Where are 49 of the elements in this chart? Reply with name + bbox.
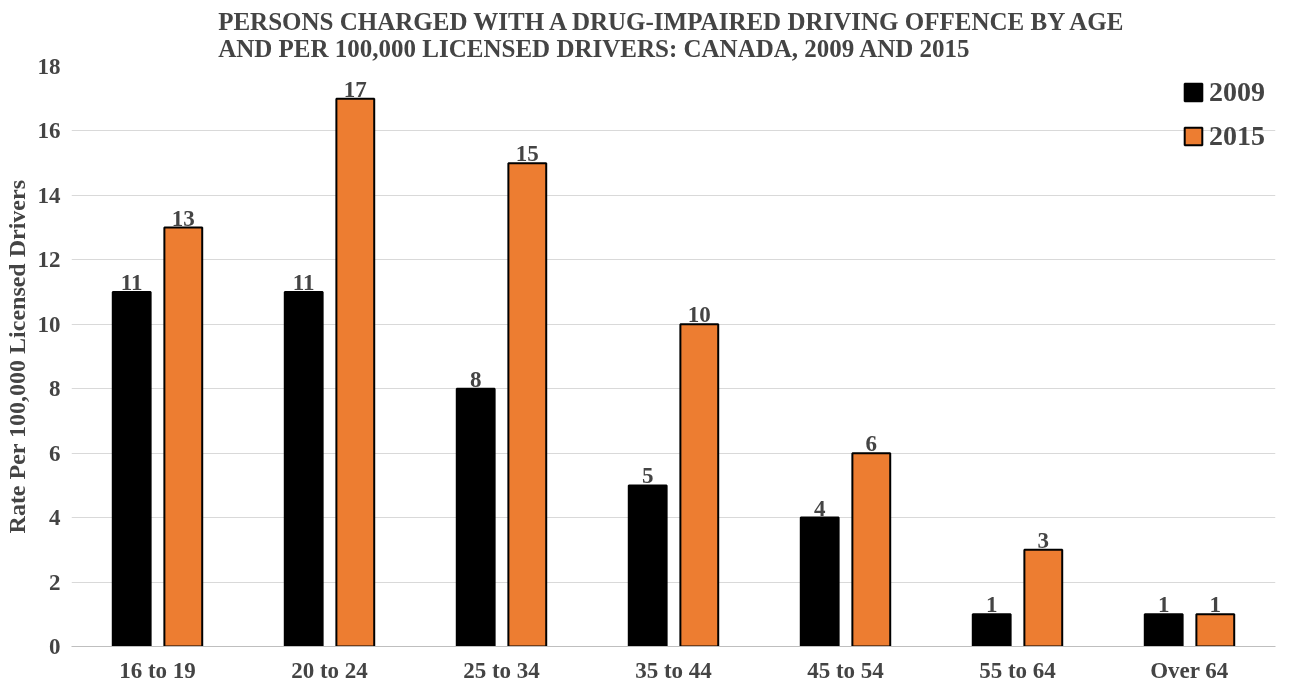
- bar: [679, 323, 720, 647]
- y-tick-label: 16: [37, 118, 61, 144]
- data-label: 11: [120, 270, 143, 296]
- bar: [1023, 548, 1064, 647]
- data-label: 11: [292, 270, 315, 296]
- data-label: 5: [641, 463, 654, 489]
- x-tick-label: 16 to 19: [119, 657, 196, 683]
- data-label: 10: [687, 302, 711, 328]
- bar: [851, 452, 892, 647]
- bar: [627, 484, 668, 647]
- x-tick-label: 55 to 64: [979, 657, 1057, 683]
- data-label: 3: [1037, 527, 1050, 553]
- y-tick-label: 10: [37, 311, 61, 337]
- data-label: 1: [1157, 592, 1170, 618]
- y-tick-label: 8: [49, 376, 61, 402]
- legend-label: 2009: [1209, 76, 1265, 108]
- bar: [971, 613, 1012, 647]
- bar: [163, 226, 204, 647]
- y-axis-title: Rate Per 100,000 Licensed Drivers: [3, 179, 30, 534]
- bar: [1195, 613, 1236, 647]
- data-label: 15: [515, 141, 539, 167]
- bar: [283, 291, 324, 647]
- data-label: 17: [343, 76, 367, 102]
- y-tick-label: 14: [37, 182, 61, 208]
- bar: [455, 387, 496, 647]
- y-tick-label: 2: [49, 569, 61, 595]
- data-label: 1: [985, 592, 998, 618]
- y-tick-label: 12: [37, 247, 61, 273]
- data-label: 4: [813, 495, 826, 521]
- x-tick-label: Over 64: [1150, 657, 1229, 683]
- data-label: 6: [865, 431, 878, 457]
- bar: [335, 97, 376, 647]
- x-tick-label: 35 to 44: [635, 657, 713, 683]
- bar: [1143, 613, 1184, 647]
- data-label: 13: [171, 205, 195, 231]
- x-tick-label: 25 to 34: [463, 657, 541, 683]
- chart-title: PERSONS CHARGED WITH A DRUG-IMPAIRED DRIVING OFFENCE BY AGE AND PER 100,000 LICENSED DRIVERS: CANADA, 2009 AND 2015: [218, 7, 1124, 62]
- x-tick-label: 45 to 54: [807, 657, 885, 683]
- x-tick-label: 20 to 24: [291, 657, 369, 683]
- bar: [799, 516, 840, 647]
- y-tick-label: 6: [49, 440, 61, 466]
- bar: [111, 291, 152, 647]
- legend-label: 2015: [1209, 120, 1265, 152]
- y-tick-label: 0: [49, 634, 61, 659]
- data-label: 8: [469, 366, 482, 392]
- y-tick-label: 4: [49, 505, 61, 531]
- y-tick-label: 18: [37, 54, 61, 79]
- data-label: 1: [1209, 592, 1222, 618]
- bar: [507, 162, 548, 647]
